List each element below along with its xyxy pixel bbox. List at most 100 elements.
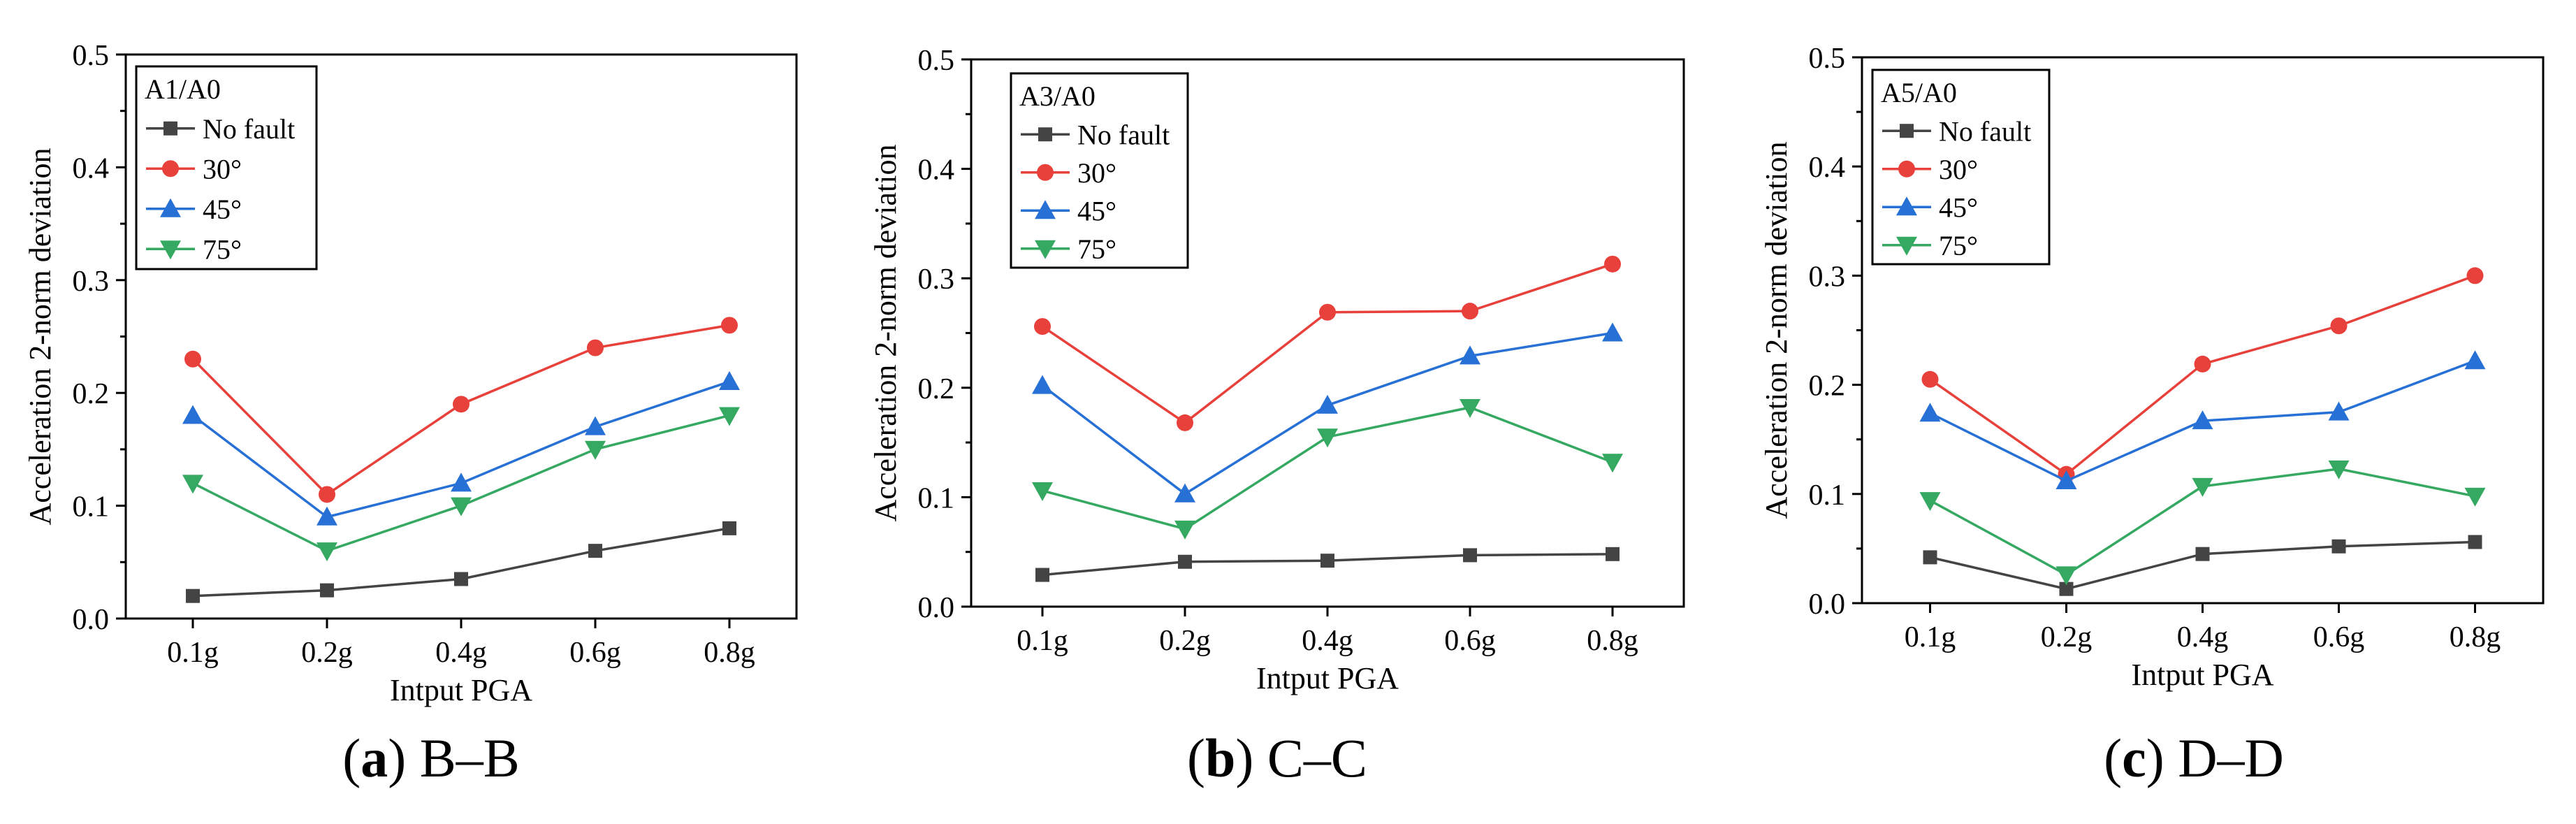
data-point-c-2 xyxy=(2328,401,2350,421)
legend-marker-b-0 xyxy=(1038,127,1052,142)
data-point-c-0 xyxy=(2059,581,2074,596)
caption-a-text: B–B xyxy=(419,728,520,788)
chart-b: 0.0 0.1 0.2 0.3 0.4 0.5 0.1g 0.2g 0.4g 0.6g 0.8g In… xyxy=(868,45,1685,695)
data-point-b-2 xyxy=(1602,322,1623,342)
data-point-c-0 xyxy=(2468,535,2482,549)
x-tick-label-c: 0.4g xyxy=(2177,621,2229,653)
data-point-b-0 xyxy=(1035,568,1049,582)
y-tick-label-c: 0.5 xyxy=(1809,43,1846,75)
data-point-a-0 xyxy=(722,521,736,535)
legend-marker-b-3 xyxy=(1035,240,1056,259)
y-axis-title-c: Acceleration 2-norm deviation xyxy=(1759,141,1793,519)
data-point-b-2 xyxy=(1032,375,1053,394)
data-point-b-3 xyxy=(1174,520,1195,540)
data-point-c-3 xyxy=(2055,566,2077,586)
data-point-c-0 xyxy=(2331,539,2346,554)
data-point-a-1 xyxy=(721,317,738,334)
data-point-a-0 xyxy=(186,588,200,603)
x-tick-label-c: 0.6g xyxy=(2313,621,2365,653)
data-point-c-2 xyxy=(2464,350,2486,370)
data-point-c-1 xyxy=(2330,317,2348,335)
data-point-c-2 xyxy=(2192,410,2213,430)
x-axis-title-b: Intput PGA xyxy=(1256,661,1399,695)
legend-title-c: A5/A0 xyxy=(1881,77,1957,108)
legend-marker-a-3 xyxy=(160,240,181,260)
data-point-c-0 xyxy=(2195,547,2210,561)
x-tick-label-b: 0.8g xyxy=(1587,625,1638,657)
y-axis-title-a: Acceleration 2-norm deviation xyxy=(23,147,57,525)
data-point-b-1 xyxy=(1319,303,1336,321)
x-tick-label-c: 0.1g xyxy=(1905,621,1956,653)
x-tick-label-c: 0.8g xyxy=(2450,621,2501,653)
caption-a: (a) B–B xyxy=(342,728,520,788)
data-point-a-3 xyxy=(585,440,606,460)
data-point-c-1 xyxy=(2466,267,2484,284)
x-tick-label-b: 0.4g xyxy=(1302,625,1353,657)
x-axis-title-a: Intput PGA xyxy=(390,673,532,707)
data-point-b-0 xyxy=(1606,547,1620,561)
data-point-b-0 xyxy=(1178,554,1192,569)
data-point-b-2 xyxy=(1460,345,1480,365)
legend-label-a-0: No fault xyxy=(203,113,295,145)
data-point-b-3 xyxy=(1317,428,1338,448)
y-tick-label-c: 0.2 xyxy=(1809,370,1846,403)
chart-a: 0.0 0.1 0.2 0.3 0.4 0.5 0.1g 0.2g 0.4g 0.6g 0.8g In… xyxy=(23,40,798,707)
legend-title-b: A3/A0 xyxy=(1019,80,1096,112)
y-tick-label-b: 0.3 xyxy=(918,263,955,296)
y-tick-label-a: 0.1 xyxy=(73,491,110,523)
legend-marker-b-2 xyxy=(1035,200,1056,219)
data-point-a-2 xyxy=(719,371,740,391)
data-point-a-0 xyxy=(588,544,602,558)
legend-label-b-2: 45° xyxy=(1077,195,1116,226)
data-point-b-1 xyxy=(1034,318,1051,335)
data-point-b-1 xyxy=(1462,303,1478,320)
data-point-c-3 xyxy=(2192,477,2213,497)
x-tick-label-b: 0.6g xyxy=(1444,625,1496,657)
data-point-a-0 xyxy=(454,572,468,586)
x-tick-label-a: 0.6g xyxy=(569,637,621,669)
chart-c: 0.0 0.1 0.2 0.3 0.4 0.5 0.1g 0.2g 0.4g 0.6g 0.8g In… xyxy=(1759,43,2545,692)
y-tick-label-c: 0.1 xyxy=(1809,479,1846,512)
data-point-a-1 xyxy=(184,350,201,368)
y-tick-label-c: 0.0 xyxy=(1809,588,1846,621)
data-point-c-1 xyxy=(2194,355,2211,373)
data-point-c-3 xyxy=(1919,492,1941,512)
caption-a-label: a xyxy=(361,728,388,788)
x-tick-label-a: 0.2g xyxy=(301,637,353,669)
series-line-c-1 xyxy=(1929,274,2476,476)
x-tick-label-b: 0.2g xyxy=(1159,625,1211,657)
y-tick-label-a: 0.0 xyxy=(73,604,110,636)
data-point-a-1 xyxy=(453,396,470,413)
data-point-c-2 xyxy=(1919,403,1941,422)
data-point-b-3 xyxy=(1460,398,1480,418)
data-point-b-1 xyxy=(1177,414,1193,431)
legend-label-b-0: No fault xyxy=(1077,119,1170,150)
legend-label-a-3: 75° xyxy=(203,233,242,265)
legend-marker-a-2 xyxy=(160,198,181,217)
data-point-b-0 xyxy=(1463,548,1477,563)
legend-label-c-0: No fault xyxy=(1939,115,2031,147)
y-tick-label-b: 0.1 xyxy=(918,482,955,514)
data-point-a-2 xyxy=(316,506,337,526)
legend-title-a: A1/A0 xyxy=(145,73,221,105)
caption-b-label: b xyxy=(1205,728,1236,788)
y-axis-title-b: Acceleration 2-norm deviation xyxy=(868,144,903,521)
y-tick-label-b: 0.4 xyxy=(918,154,955,187)
legend-label-b-3: 75° xyxy=(1077,233,1116,265)
legend-marker-a-0 xyxy=(163,121,177,136)
data-point-a-2 xyxy=(451,472,472,492)
legend-label-a-1: 30° xyxy=(203,153,242,185)
y-tick-label-a: 0.5 xyxy=(73,40,110,72)
y-tick-label-c: 0.4 xyxy=(1809,152,1846,184)
y-tick-label-a: 0.2 xyxy=(73,378,110,410)
y-tick-label-b: 0.2 xyxy=(918,373,955,405)
series-line-b-3 xyxy=(1042,406,1613,530)
data-point-b-2 xyxy=(1174,483,1195,503)
x-tick-label-a: 0.4g xyxy=(435,637,487,669)
legend-marker-c-3 xyxy=(1896,236,1917,256)
caption-c-label: c xyxy=(2122,728,2146,788)
data-point-a-2 xyxy=(585,416,606,435)
data-point-c-1 xyxy=(1921,370,1939,388)
y-tick-label-a: 0.3 xyxy=(73,266,110,298)
